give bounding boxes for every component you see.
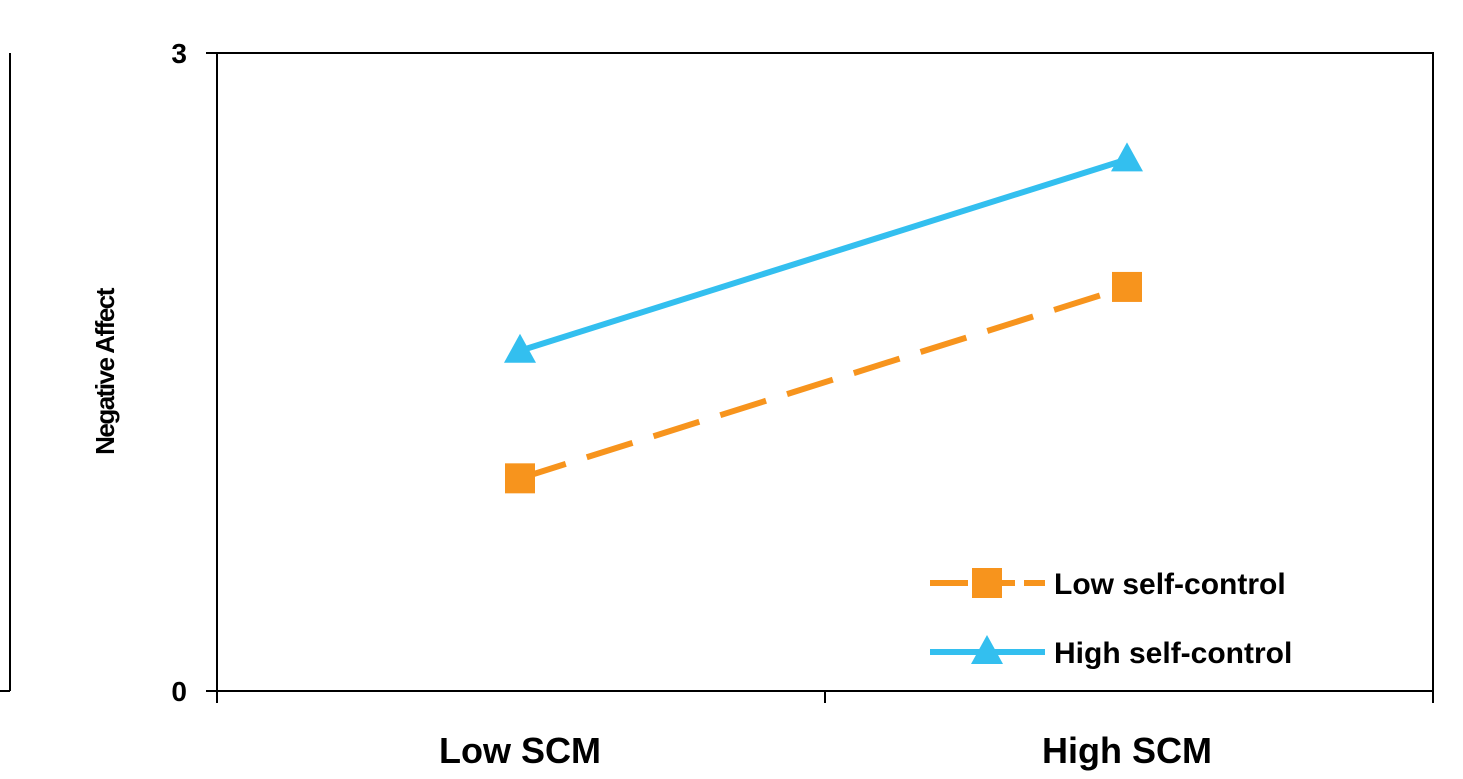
x-axis-ticks: Low SCM High SCM — [216, 691, 1434, 771]
y-tick-label: 0 — [171, 676, 187, 707]
series-line — [519, 284, 1128, 482]
data-point-marker — [505, 463, 535, 494]
series-layer — [504, 142, 1143, 494]
data-point-marker — [504, 333, 536, 363]
series-square — [505, 271, 1142, 494]
series-triangle — [504, 142, 1143, 363]
legend-item: Low self-control — [930, 568, 1286, 601]
y-tick-label: 3 — [171, 38, 187, 69]
series-line — [519, 156, 1128, 354]
legend-label: Low self-control — [1054, 568, 1286, 601]
data-point-marker — [1112, 271, 1142, 302]
legend-label: High self-control — [1054, 637, 1292, 670]
data-point-marker — [1111, 142, 1143, 172]
legend-marker — [972, 568, 1002, 598]
y-axis-ticks: 03 — [171, 38, 217, 707]
legend-item: High self-control — [930, 635, 1292, 670]
y-axis-title: Negative Affect — [90, 287, 120, 455]
x-tick-label: High SCM — [1042, 730, 1212, 771]
legend-marker — [971, 635, 1003, 664]
x-tick-label: Low SCM — [439, 730, 601, 771]
legend: Low self-control High self-control — [930, 568, 1292, 670]
